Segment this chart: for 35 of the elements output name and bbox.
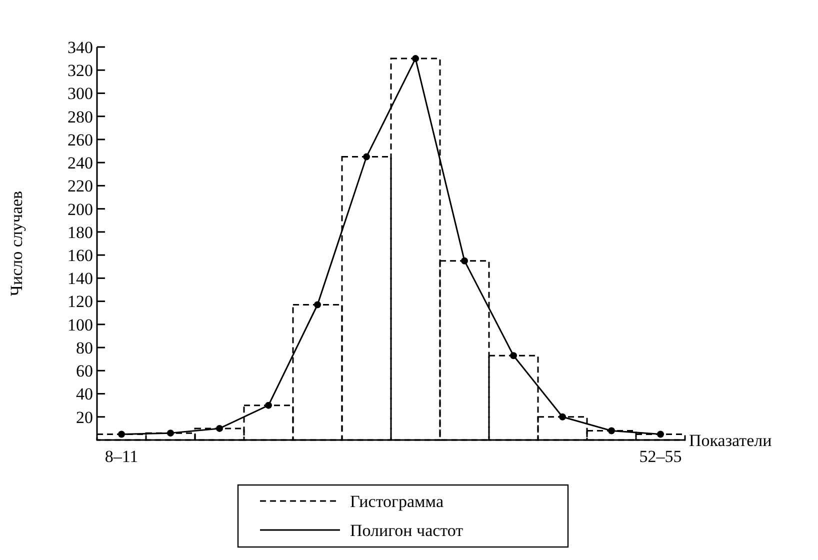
y-tick-label: 340 [68, 38, 93, 57]
y-tick-label: 260 [68, 130, 93, 150]
point [510, 352, 517, 360]
point [608, 427, 615, 434]
y-tick-label: 20 [76, 408, 93, 427]
y-tick-label: 140 [68, 269, 93, 288]
point [314, 301, 321, 308]
y-tick-label: 320 [68, 61, 93, 80]
point [412, 55, 419, 62]
y-tick-label: 280 [68, 107, 93, 126]
y-tick-label: 200 [68, 200, 93, 219]
y-tick-label: 100 [68, 315, 93, 334]
x-axis-title: Показатели [689, 430, 772, 450]
y-axis-title: Число случаев [7, 190, 26, 296]
y-tick-label: 120 [68, 292, 93, 312]
legend-label: Гистограмма [350, 492, 444, 511]
point [265, 402, 272, 409]
y-tick-label: 60 [76, 362, 93, 381]
y-tick-label: 220 [68, 176, 93, 196]
y-tick-label: 40 [76, 384, 93, 404]
y-tick-label: 300 [68, 84, 93, 104]
x-tick-label: 8–11 [104, 447, 138, 466]
x-tick-label: 52–55 [639, 447, 682, 466]
point [461, 257, 468, 264]
legend-label: Полигон частот [350, 520, 464, 540]
y-tick-label: 240 [68, 154, 93, 173]
point [167, 430, 174, 437]
point [216, 424, 223, 432]
point [559, 413, 566, 420]
y-tick-label: 80 [76, 338, 93, 358]
point [657, 430, 664, 438]
y-tick-label: 180 [68, 222, 93, 242]
point [118, 430, 125, 438]
y-tick-label: 160 [68, 246, 93, 266]
point [363, 153, 370, 160]
